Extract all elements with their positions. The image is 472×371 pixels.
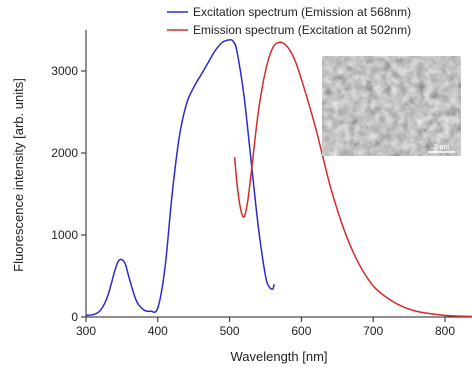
x-axis-title: Wavelength [nm]	[230, 349, 327, 364]
excitation-spectrum-line	[86, 39, 275, 317]
legend-label-emission: Emission spectrum (Excitation at 502nm)	[193, 23, 411, 37]
y-tick-label: 3000	[51, 64, 78, 78]
legend: Excitation spectrum (Emission at 568nm) …	[167, 5, 411, 37]
y-ticks: 0 1000 2000 3000	[51, 64, 86, 324]
y-tick-label: 2000	[51, 146, 78, 160]
x-tick-label: 700	[363, 324, 383, 338]
x-tick-label: 800	[435, 324, 455, 338]
y-axis-title: Fluorescence intensity [arb. units]	[11, 78, 26, 272]
y-tick-label: 0	[71, 310, 78, 324]
y-tick-label: 1000	[51, 228, 78, 242]
x-tick-label: 500	[220, 324, 240, 338]
legend-label-excitation: Excitation spectrum (Emission at 568nm)	[193, 5, 411, 19]
inset-scale-bar-label: 2 μm	[434, 144, 450, 151]
axes	[85, 30, 472, 318]
x-ticks: 300 400 500 600 700 800	[76, 317, 455, 338]
emission-spectrum-line	[233, 41, 472, 317]
x-tick-label: 600	[291, 324, 311, 338]
x-tick-label: 400	[148, 324, 168, 338]
x-tick-label: 300	[76, 324, 96, 338]
sem-micrograph-inset: 2 μm	[322, 56, 461, 156]
